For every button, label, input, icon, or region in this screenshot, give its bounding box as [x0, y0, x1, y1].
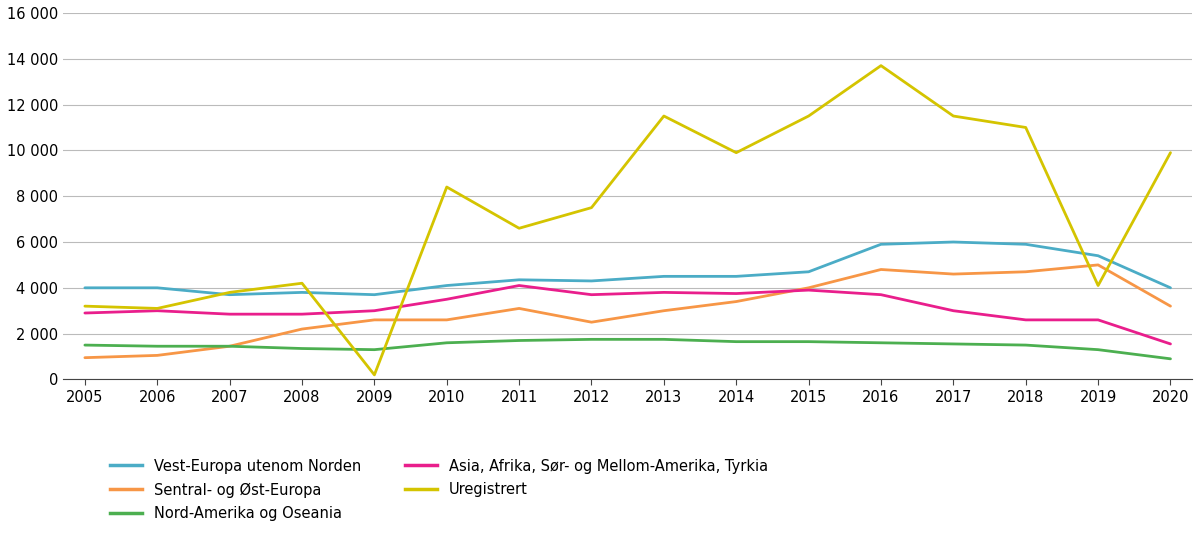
Legend: Vest-Europa utenom Norden, Sentral- og Øst-Europa, Nord-Amerika og Oseania, Asia: Vest-Europa utenom Norden, Sentral- og Ø… [104, 453, 774, 527]
